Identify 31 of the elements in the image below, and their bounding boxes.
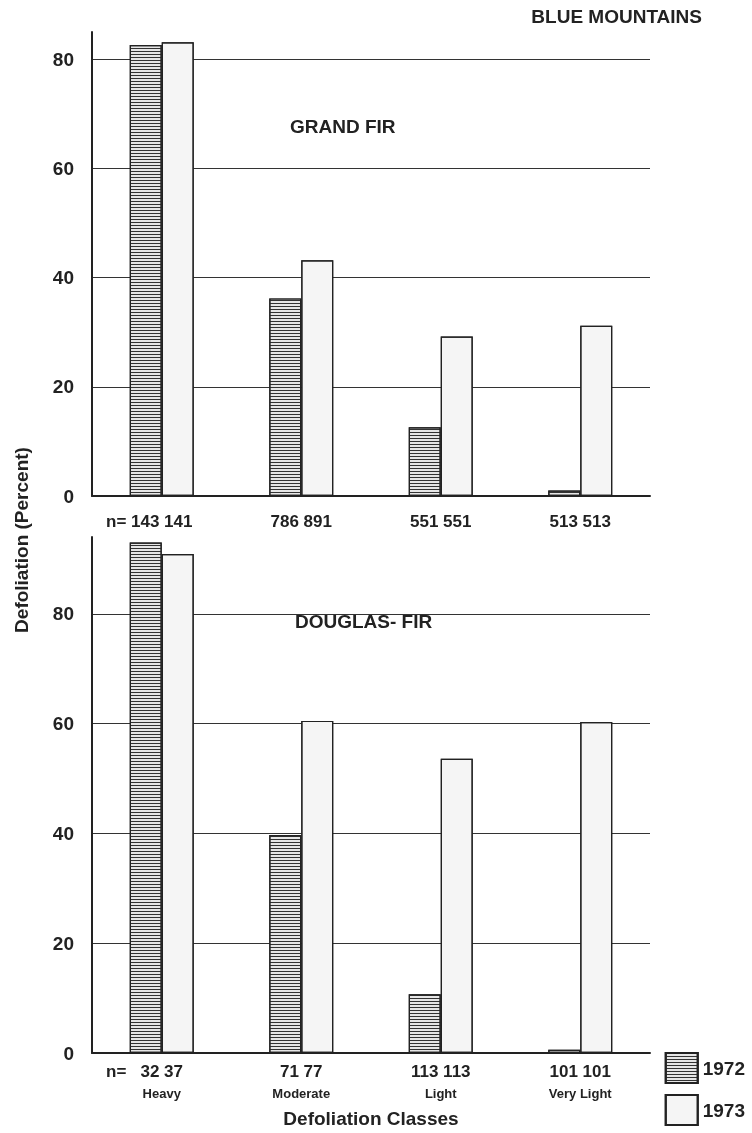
x-tick-label: Light (424, 1086, 458, 1101)
text: 32 37 (140, 1062, 184, 1081)
y-tick-label: 60 (52, 157, 74, 179)
y-tick-label: 80 (52, 48, 74, 70)
text: DOUGLAS- FIR (295, 611, 433, 632)
text: 551 551 (410, 512, 472, 531)
y-tick-label: 40 (52, 267, 74, 289)
y-tick-label: 20 (52, 932, 74, 954)
x-tick-label: Moderate (272, 1086, 331, 1101)
text: 71 77 (279, 1062, 323, 1081)
y-axis-title: Defoliation (Percent) (11, 447, 33, 633)
text: n= (106, 512, 127, 531)
y-tick-label: 0 (63, 1042, 74, 1064)
y-tick-label: 0 (63, 485, 74, 507)
text: 113 113 (410, 1062, 471, 1081)
text: n= (106, 1062, 127, 1081)
y-tick-label: 60 (52, 713, 74, 735)
legend-label: 1973 (702, 1099, 746, 1121)
y-tick-label: 40 (52, 822, 74, 844)
chart-title: BLUE MOUNTAINS (531, 6, 702, 27)
y-tick-label: 80 (52, 603, 74, 625)
text: 143 141 (131, 512, 193, 531)
text: GRAND FIR (290, 116, 396, 137)
y-tick-label: 20 (52, 376, 74, 398)
legend-label: 1972 (702, 1057, 746, 1079)
x-tick-label: Heavy (142, 1086, 182, 1101)
text: 786 891 (270, 512, 332, 531)
x-tick-label: Very Light (548, 1086, 613, 1101)
x-axis-title: Defoliation Classes (283, 1108, 459, 1129)
text: 513 513 (549, 512, 611, 531)
text: 101 101 (549, 1062, 611, 1081)
